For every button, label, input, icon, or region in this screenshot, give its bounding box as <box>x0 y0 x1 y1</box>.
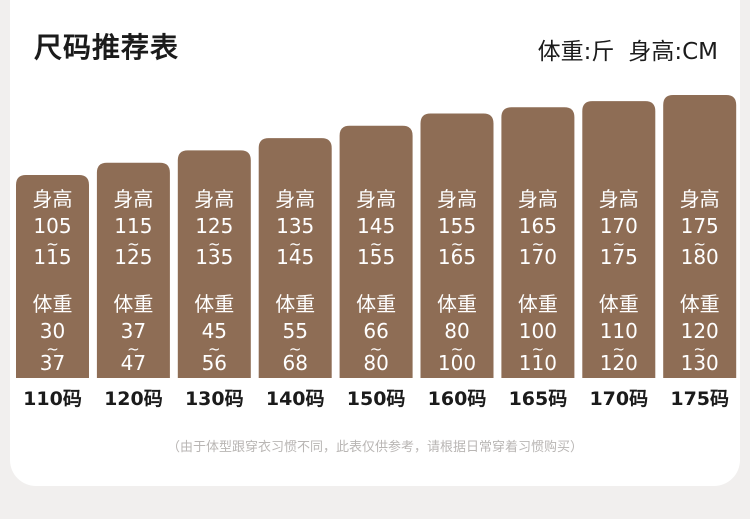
range-separator: ~ <box>451 235 464 253</box>
height-min-value: 145 <box>357 214 395 238</box>
height-label: 身高 <box>599 187 639 211</box>
weight-label: 体重 <box>518 292 558 316</box>
weight-label: 体重 <box>113 292 153 316</box>
height-min-value: 115 <box>114 214 152 238</box>
size-bar <box>16 175 89 378</box>
height-max-value: 145 <box>276 245 314 269</box>
range-separator: ~ <box>451 340 464 358</box>
height-max-value: 155 <box>357 245 395 269</box>
weight-min-value: 66 <box>363 319 388 343</box>
weight-label: 体重 <box>599 292 639 316</box>
weight-unit-label: 体重:斤 <box>537 39 615 65</box>
range-separator: ~ <box>127 235 140 253</box>
height-min-value: 175 <box>681 214 719 238</box>
size-bar <box>501 107 575 379</box>
range-separator: ~ <box>208 340 221 358</box>
page-title: 尺码推荐表 <box>34 31 180 64</box>
height-max-value: 135 <box>195 245 233 269</box>
height-max-value: 115 <box>33 245 71 269</box>
height-min-value: 125 <box>195 214 233 238</box>
height-max-value: 170 <box>519 245 557 269</box>
height-label: 身高 <box>356 187 396 211</box>
range-separator: ~ <box>693 340 706 358</box>
range-separator: ~ <box>208 235 221 253</box>
range-separator: ~ <box>289 235 302 253</box>
range-separator: ~ <box>46 340 59 358</box>
weight-label: 体重 <box>194 292 234 316</box>
weight-max-value: 130 <box>681 351 719 375</box>
weight-min-value: 120 <box>681 319 719 343</box>
range-separator: ~ <box>613 340 626 358</box>
height-label: 身高 <box>275 187 315 211</box>
height-max-value: 180 <box>681 245 719 269</box>
size-label: 170码 <box>589 388 648 410</box>
weight-max-value: 56 <box>202 351 227 375</box>
range-separator: ~ <box>693 235 706 253</box>
height-label: 身高 <box>680 187 720 211</box>
size-bar <box>177 150 251 378</box>
range-separator: ~ <box>532 340 545 358</box>
size-bar <box>420 113 494 378</box>
weight-min-value: 100 <box>519 319 557 343</box>
size-bar <box>258 138 332 378</box>
height-min-value: 135 <box>276 214 314 238</box>
weight-min-value: 45 <box>202 319 227 343</box>
weight-label: 体重 <box>356 292 396 316</box>
height-min-value: 155 <box>438 214 476 238</box>
weight-label: 体重 <box>275 292 315 316</box>
size-label: 130码 <box>185 388 244 410</box>
weight-max-value: 68 <box>282 351 307 375</box>
size-label: 110码 <box>23 388 82 410</box>
weight-max-value: 37 <box>40 351 65 375</box>
size-bar <box>339 125 413 379</box>
height-min-value: 105 <box>33 214 71 238</box>
size-label: 120码 <box>104 388 163 410</box>
weight-min-value: 110 <box>600 319 638 343</box>
height-max-value: 165 <box>438 245 476 269</box>
height-max-value: 125 <box>114 245 152 269</box>
size-bar <box>582 101 656 379</box>
height-label: 身高 <box>113 187 153 211</box>
height-label: 身高 <box>194 187 234 211</box>
height-label: 身高 <box>518 187 558 211</box>
weight-min-value: 30 <box>40 319 65 343</box>
size-bar <box>663 95 737 378</box>
weight-label: 体重 <box>437 292 477 316</box>
weight-max-value: 100 <box>438 351 476 375</box>
weight-min-value: 55 <box>282 319 307 343</box>
weight-label: 体重 <box>680 292 720 316</box>
range-separator: ~ <box>370 340 383 358</box>
range-separator: ~ <box>613 235 626 253</box>
unit-legend: 体重:斤 身高:CM <box>538 32 718 66</box>
range-separator: ~ <box>370 235 383 253</box>
disclaimer-note: （由于体型跟穿衣习惯不同，此表仅供参考，请根据日常穿着习惯购买） <box>166 440 583 455</box>
size-label: 160码 <box>428 388 487 410</box>
height-label: 身高 <box>33 187 73 211</box>
range-separator: ~ <box>532 235 545 253</box>
height-max-value: 175 <box>600 245 638 269</box>
weight-min-value: 80 <box>444 319 469 343</box>
weight-label: 体重 <box>33 292 73 316</box>
height-min-value: 170 <box>600 214 638 238</box>
size-label: 150码 <box>347 388 406 410</box>
size-label: 165码 <box>509 388 568 410</box>
size-label: 175码 <box>670 388 729 410</box>
weight-max-value: 80 <box>363 351 388 375</box>
height-label: 身高 <box>437 187 477 211</box>
range-separator: ~ <box>46 235 59 253</box>
size-bar <box>96 162 170 378</box>
weight-max-value: 110 <box>519 351 557 375</box>
height-min-value: 165 <box>519 214 557 238</box>
height-unit-label: 身高:CM <box>628 39 718 65</box>
weight-max-value: 47 <box>121 351 146 375</box>
weight-max-value: 120 <box>600 351 638 375</box>
range-separator: ~ <box>127 340 140 358</box>
size-label: 140码 <box>266 388 325 410</box>
weight-min-value: 37 <box>121 319 146 343</box>
range-separator: ~ <box>289 340 302 358</box>
